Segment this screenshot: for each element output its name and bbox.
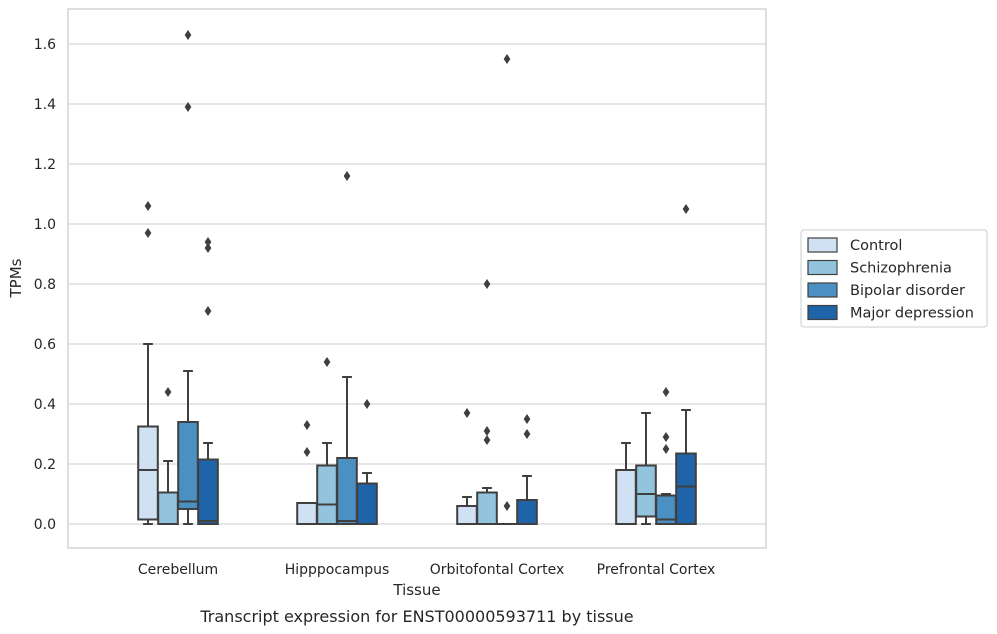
legend-frame xyxy=(800,229,988,328)
y-tick-label: 1.4 xyxy=(34,97,56,113)
figure-caption: Transcript expression for ENST0000059371… xyxy=(199,607,633,626)
outlier-point xyxy=(662,386,670,398)
box xyxy=(356,482,378,525)
outlier-point xyxy=(204,242,212,254)
outlier-point xyxy=(164,386,172,398)
outlier-point xyxy=(184,101,192,113)
box-group xyxy=(675,203,697,525)
legend: Control Schizophrenia Bipolar disorder Majo… xyxy=(800,229,988,328)
box-group xyxy=(655,386,677,525)
outlier-point xyxy=(204,236,212,248)
outlier-point xyxy=(682,203,690,215)
outlier-point xyxy=(483,278,491,290)
box xyxy=(675,452,697,525)
box-group xyxy=(635,412,657,525)
plot-frame xyxy=(67,8,767,549)
y-tick-label: 0.0 xyxy=(34,517,56,533)
box-group xyxy=(516,413,538,525)
outlier-point xyxy=(662,431,670,443)
outlier-point xyxy=(483,425,491,437)
outlier-point xyxy=(343,170,351,182)
legend-label: Major depression xyxy=(850,306,974,322)
box xyxy=(476,491,498,525)
x-axis-label: Tissue xyxy=(392,581,440,599)
legend-swatch xyxy=(807,304,838,321)
y-tick-label: 1.2 xyxy=(34,157,56,173)
outlier-point xyxy=(463,407,471,419)
box xyxy=(177,421,199,510)
legend-label: Schizophrenia xyxy=(850,261,952,277)
outlier-point xyxy=(363,398,371,410)
x-tick-label: Orbitofontal Cortex xyxy=(430,562,565,578)
legend-swatch xyxy=(807,282,838,298)
y-tick-label: 0.8 xyxy=(34,277,56,293)
legend-swatch xyxy=(807,237,838,253)
y-tick-labels: 0.0 0.2 0.4 0.6 0.8 1.0 1.2 1.4 1.6 xyxy=(34,37,56,533)
box xyxy=(157,491,179,525)
x-tick-label: Prefrontal Cortex xyxy=(597,562,716,578)
box xyxy=(296,502,318,525)
outlier-point xyxy=(662,443,670,455)
box xyxy=(336,457,358,525)
x-tick-label: Hipppocampus xyxy=(285,562,390,578)
outlier-point xyxy=(303,419,311,431)
outlier-point xyxy=(323,356,331,368)
box xyxy=(137,425,159,521)
x-tick-labels: Cerebellum Hipppocampus Orbitofontal Corte… xyxy=(138,562,715,578)
outlier-point xyxy=(523,428,531,440)
box-group xyxy=(197,236,219,525)
plot-area xyxy=(68,9,766,548)
box-group xyxy=(336,170,358,525)
y-tick-label: 0.6 xyxy=(34,337,56,353)
box-group xyxy=(476,278,498,525)
outlier-point xyxy=(144,227,152,239)
box xyxy=(316,464,338,525)
outlier-point xyxy=(503,500,511,512)
outlier-point xyxy=(184,29,192,41)
outlier-point xyxy=(483,434,491,446)
outlier-point xyxy=(204,305,212,317)
legend-label: Bipolar disorder xyxy=(850,283,965,299)
y-tick-label: 1.0 xyxy=(34,217,56,233)
box-group xyxy=(356,398,378,525)
x-tick-label: Cerebellum xyxy=(138,562,218,578)
box-groups xyxy=(137,29,697,526)
box xyxy=(456,505,478,525)
y-tick-label: 0.2 xyxy=(34,457,56,473)
box xyxy=(615,469,637,525)
y-axis-label: TPMs xyxy=(7,258,25,298)
outlier-point xyxy=(523,413,531,425)
box-group xyxy=(137,200,159,525)
legend-swatch xyxy=(807,259,838,276)
outlier-point xyxy=(303,446,311,458)
legend-label: Control xyxy=(850,238,902,254)
box xyxy=(635,464,657,518)
outlier-point xyxy=(144,200,152,212)
box xyxy=(197,458,219,525)
outlier-point xyxy=(503,53,511,65)
box xyxy=(516,499,538,525)
y-tick-label: 0.4 xyxy=(34,397,56,413)
y-tick-label: 1.6 xyxy=(34,37,56,53)
